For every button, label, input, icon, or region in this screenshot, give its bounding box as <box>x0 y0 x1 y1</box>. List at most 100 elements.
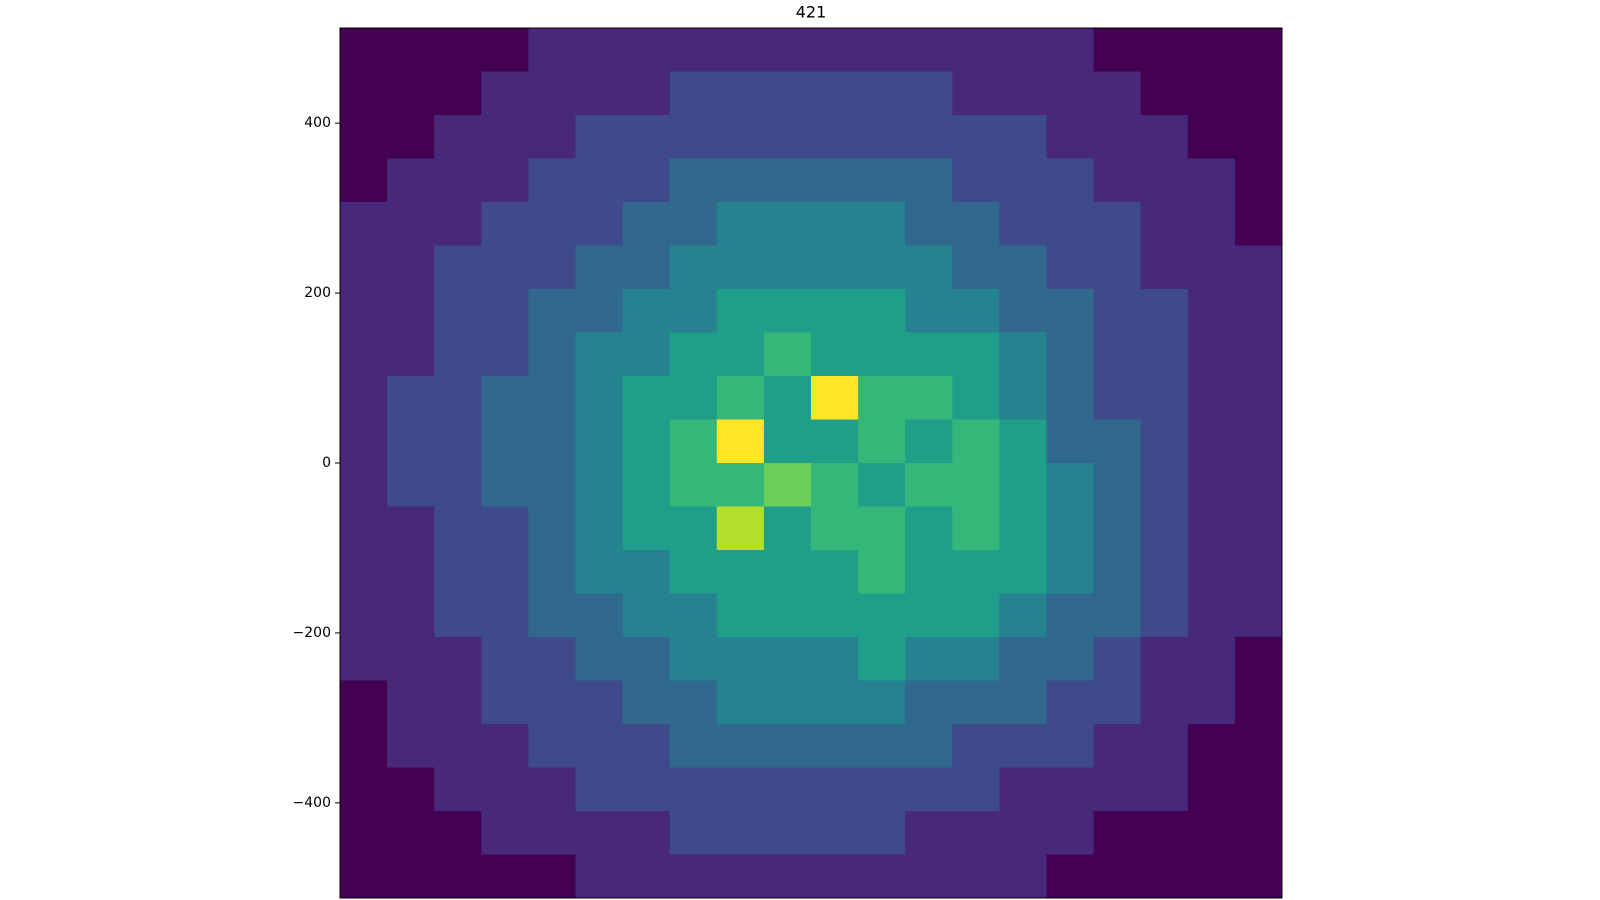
heat-cell <box>811 854 859 899</box>
heat-cell <box>1140 202 1189 246</box>
heat-cell <box>387 158 435 203</box>
heat-cell <box>1093 28 1142 72</box>
heat-cell <box>622 115 671 159</box>
heat-cell <box>1140 463 1189 507</box>
heat-cell <box>905 158 953 203</box>
heat-cell <box>811 811 859 855</box>
heat-cell <box>434 71 482 116</box>
heat-cell <box>763 245 812 290</box>
heat-cell <box>434 463 482 507</box>
heat-cell <box>434 376 482 420</box>
heat-cell <box>858 202 906 246</box>
heat-cell <box>811 245 859 290</box>
heat-cell <box>811 289 859 333</box>
heat-cell <box>952 28 1000 72</box>
heat-cell <box>481 289 529 333</box>
heat-cell <box>387 463 435 507</box>
heat-cell <box>952 463 1000 507</box>
heat-cell <box>1093 332 1142 377</box>
heat-cell <box>1093 289 1142 333</box>
heat-cell <box>1140 854 1189 899</box>
heat-cell <box>1093 811 1142 855</box>
heat-cell <box>952 767 1000 812</box>
heat-cell <box>905 854 953 899</box>
heat-cell <box>481 28 529 72</box>
heat-cell <box>999 767 1047 812</box>
heat-cell <box>575 202 624 246</box>
heat-cell <box>387 506 435 551</box>
heat-cell <box>999 28 1047 72</box>
heat-cell <box>340 550 388 594</box>
heat-cell <box>575 419 624 464</box>
heat-cell <box>434 593 482 638</box>
heat-cell <box>434 245 482 290</box>
heat-cell <box>716 854 765 899</box>
heat-cell <box>905 767 953 812</box>
heat-cell <box>1140 245 1189 290</box>
heat-cell <box>952 724 1000 768</box>
heat-cell <box>999 419 1047 464</box>
heat-cell <box>811 593 859 638</box>
heat-cell <box>387 767 435 812</box>
heat-cell <box>340 767 388 812</box>
heat-cell <box>1140 289 1189 333</box>
heat-cell <box>763 767 812 812</box>
y-tick-label: 400 <box>304 115 331 131</box>
heat-cell <box>952 550 1000 594</box>
heat-cell <box>952 71 1000 116</box>
heat-cell <box>528 550 576 594</box>
heat-cell <box>1234 724 1283 768</box>
heat-cell <box>340 289 388 333</box>
heat-cell <box>1046 245 1095 290</box>
heat-cell <box>1187 680 1236 725</box>
heat-cell <box>905 506 953 551</box>
heat-cell <box>528 593 576 638</box>
heat-cell <box>1093 767 1142 812</box>
heat-cell <box>905 724 953 768</box>
heat-cell <box>340 724 388 768</box>
heat-cell <box>858 724 906 768</box>
heat-cell <box>811 115 859 159</box>
heat-cell <box>1140 637 1189 681</box>
heat-cell <box>763 376 812 420</box>
heat-cell <box>1234 158 1283 203</box>
heat-cell <box>1046 593 1095 638</box>
heat-cell <box>905 245 953 290</box>
heat-cell <box>811 332 859 377</box>
heat-cell <box>952 289 1000 333</box>
heat-cell <box>811 506 859 551</box>
heat-cell <box>1234 245 1283 290</box>
heat-cell <box>481 115 529 159</box>
heat-cell <box>763 115 812 159</box>
heat-cell <box>905 463 953 507</box>
heat-cell <box>999 245 1047 290</box>
heat-cell <box>340 202 388 246</box>
heat-cell <box>716 71 765 116</box>
y-tick-label: 200 <box>304 285 331 301</box>
heat-cell <box>999 724 1047 768</box>
heat-cell <box>952 158 1000 203</box>
heat-cell <box>1140 767 1189 812</box>
heat-cell <box>1140 28 1189 72</box>
heat-cell <box>669 463 718 507</box>
heat-cell <box>669 811 718 855</box>
heat-cell <box>622 71 671 116</box>
heat-cell <box>858 245 906 290</box>
heat-cell <box>669 332 718 377</box>
heat-cell <box>905 811 953 855</box>
heat-cell <box>575 550 624 594</box>
heat-cell <box>1140 593 1189 638</box>
heat-cell <box>999 680 1047 725</box>
heat-cell <box>434 158 482 203</box>
heat-cell <box>716 158 765 203</box>
heat-cell <box>1187 811 1236 855</box>
heat-cell <box>622 593 671 638</box>
heat-cell <box>434 637 482 681</box>
heat-cell <box>1140 506 1189 551</box>
heat-cell <box>763 637 812 681</box>
heat-cell <box>1140 419 1189 464</box>
heat-cell <box>1046 158 1095 203</box>
heat-cell <box>340 593 388 638</box>
heat-cell <box>716 724 765 768</box>
heat-cell <box>1234 202 1283 246</box>
